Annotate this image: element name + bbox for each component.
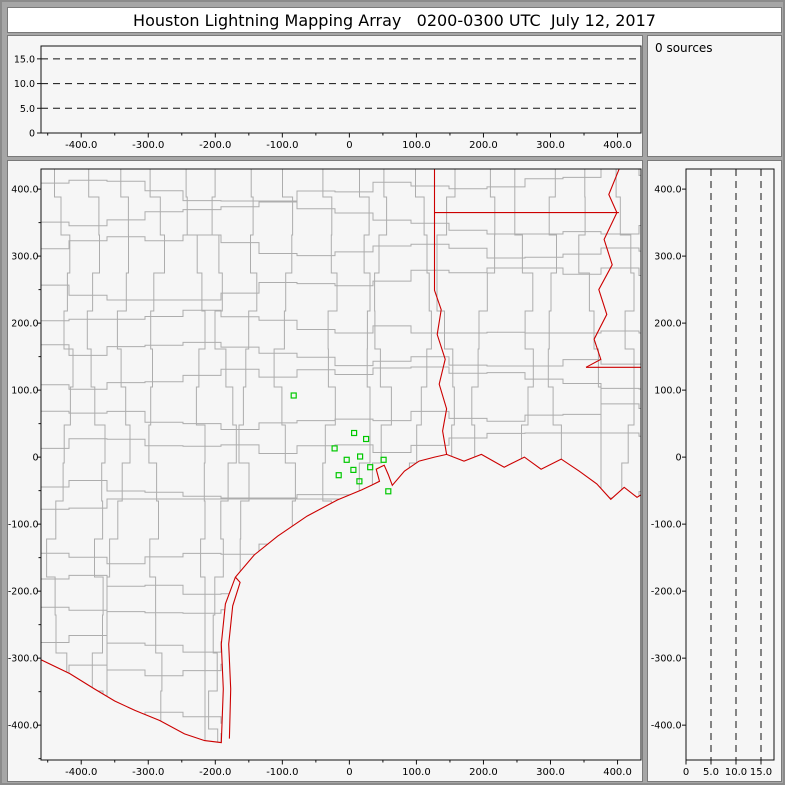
tick-label: -400.0 — [651, 721, 682, 732]
tick-label: 0 — [29, 129, 35, 140]
altitude-north-south-chart: 0 5.0 10.0 15.0 400.0 300.0 200.0 100.0 0 -100.0 -… — [651, 168, 775, 778]
station-marker — [385, 488, 392, 495]
gulf-mexico-mask — [41, 454, 641, 760]
tick-label: 100.0 — [11, 386, 38, 397]
tick-label: -300.0 — [132, 767, 164, 778]
title-bar: Houston Lightning Mapping Array 0200-030… — [7, 7, 782, 33]
station-marker — [356, 478, 363, 485]
tick-label: 300.0 — [11, 252, 38, 263]
tick-label: 5.0 — [20, 104, 35, 115]
tick-label: 100.0 — [402, 140, 431, 151]
tick-label: -100.0 — [8, 520, 39, 531]
tick-label: 400.0 — [11, 185, 38, 196]
tick-label: 200.0 — [11, 319, 38, 330]
panel-altitude-vs-north-south: 0 5.0 10.0 15.0 400.0 300.0 200.0 100.0 0 -100.0 -… — [647, 160, 782, 782]
tick-label: -200.0 — [8, 587, 39, 598]
window-title: Houston Lightning Mapping Array 0200-030… — [133, 10, 656, 30]
tick-label: 200.0 — [469, 140, 498, 151]
mississippi-river-border — [585, 169, 620, 368]
station-marker — [367, 464, 374, 471]
tick-label: 10.0 — [14, 79, 35, 90]
tick-label: -200.0 — [199, 767, 231, 778]
tick-label: 15.0 — [14, 54, 35, 65]
tick-label: 0 — [346, 140, 352, 151]
gulf-coast-and-rio-grande — [41, 453, 641, 744]
tick-label: 200.0 — [654, 319, 681, 330]
tick-label: -300.0 — [132, 140, 164, 151]
tick-label: 300.0 — [654, 252, 681, 263]
altitude-east-west-chart: -400.0 -300.0 -200.0 -100.0 0 100.0 200.0 300.0… — [14, 45, 642, 151]
alt-ew-plot: -400.0 -300.0 -200.0 -100.0 0 100.0 200.0 300.0… — [14, 45, 642, 151]
panel-plan-view-map: -400.0 -300.0 -200.0 -100.0 0 100.0 200.0 300.0… — [7, 160, 643, 782]
tick-label: 300.0 — [536, 140, 565, 151]
station-marker — [350, 466, 357, 473]
plot-frame — [685, 168, 775, 761]
station-marker — [357, 453, 364, 460]
tick-label: -100.0 — [651, 520, 682, 531]
tick-label: 100.0 — [402, 767, 431, 778]
tick-label: 400.0 — [603, 140, 632, 151]
station-marker — [351, 429, 358, 437]
station-marker — [363, 435, 370, 443]
tick-label: -400.0 — [65, 140, 97, 151]
tick-label: -100.0 — [266, 767, 298, 778]
tick-label: -400.0 — [8, 721, 39, 732]
tick-label: 0 — [683, 767, 689, 778]
tick-label: -200.0 — [651, 587, 682, 598]
tick-label: 5.0 — [703, 767, 719, 778]
map-layers — [41, 169, 641, 760]
tick-label: -400.0 — [65, 767, 97, 778]
plot-frame — [40, 45, 642, 134]
station-markers — [290, 392, 392, 495]
tick-label: -200.0 — [199, 140, 231, 151]
tick-label: 0 — [675, 453, 681, 464]
station-marker — [290, 392, 297, 399]
panel-altitude-vs-east-west: -400.0 -300.0 -200.0 -100.0 0 100.0 200.0 300.0… — [7, 35, 643, 157]
plot-frame — [40, 168, 642, 761]
plan-view-map-chart: -400.0 -300.0 -200.0 -100.0 0 100.0 200.0 300.0… — [8, 168, 642, 778]
station-marker — [335, 472, 342, 479]
texas-louisiana-arkansas-border — [433, 169, 448, 455]
laguna-madre-shore — [228, 576, 241, 739]
tick-label: 300.0 — [536, 767, 565, 778]
tick-label: 100.0 — [654, 386, 681, 397]
tick-label: 200.0 — [469, 767, 498, 778]
tick-label: 0 — [32, 453, 38, 464]
tick-label: -100.0 — [266, 140, 298, 151]
map-axes: -400.0 -300.0 -200.0 -100.0 0 100.0 200.0 300.0… — [8, 168, 642, 778]
tick-label: 0 — [346, 767, 352, 778]
alt-ns-plot: 0 5.0 10.0 15.0 400.0 300.0 200.0 100.0 0 -100.0 -… — [651, 168, 775, 778]
tick-label: -300.0 — [651, 654, 682, 665]
tick-label: 15.0 — [750, 767, 772, 778]
station-marker — [380, 456, 387, 463]
tick-label: 400.0 — [654, 185, 681, 196]
state-borders — [41, 169, 641, 744]
tick-label: -300.0 — [8, 654, 39, 665]
station-marker — [331, 445, 338, 452]
tick-label: 10.0 — [725, 767, 747, 778]
panel-source-count: 0 sources — [647, 35, 782, 157]
tick-label: 400.0 — [603, 767, 632, 778]
source-count-label: 0 sources — [655, 41, 713, 55]
station-marker — [343, 456, 350, 463]
